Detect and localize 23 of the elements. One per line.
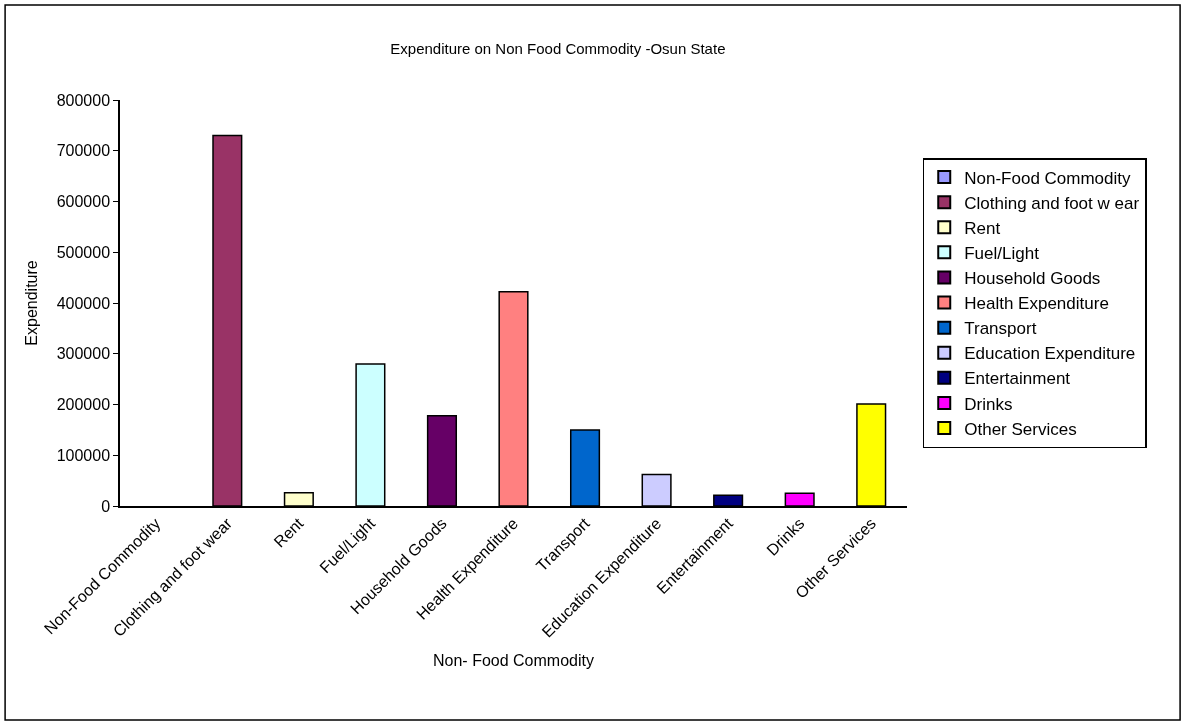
y-tick-label: 600000 — [56, 193, 111, 211]
legend-label: Household Goods — [964, 269, 1101, 289]
legend-label: Health Expenditure — [964, 294, 1109, 314]
chart-title: Expenditure on Non Food Commodity -Osun State — [390, 40, 726, 58]
legend-label: Transport — [964, 319, 1037, 339]
legend-label: Fuel/Light — [964, 243, 1040, 263]
y-tick-label: 200000 — [56, 396, 111, 414]
legend-label: Clothing and foot w ear — [964, 193, 1140, 213]
legend-label: Other Services — [964, 419, 1077, 439]
legend-label: Rent — [964, 218, 1001, 238]
y-tick-label: 400000 — [56, 294, 111, 312]
legend-label: Entertainment — [964, 369, 1071, 389]
y-tick-label: 700000 — [56, 142, 111, 160]
y-tick-label: 0 — [101, 497, 111, 515]
y-tick-label: 800000 — [56, 91, 111, 109]
x-axis-title: Non- Food Commodity — [433, 651, 594, 669]
legend-label: Education Expenditure — [964, 344, 1136, 364]
y-tick-label: 500000 — [56, 243, 111, 261]
y-tick-label: 300000 — [56, 345, 111, 363]
legend-label: Drinks — [964, 394, 1013, 414]
y-axis-title: Expenditure — [23, 260, 41, 346]
legend-label: Non-Food Commodity — [964, 168, 1132, 188]
y-tick-label: 100000 — [56, 446, 111, 464]
